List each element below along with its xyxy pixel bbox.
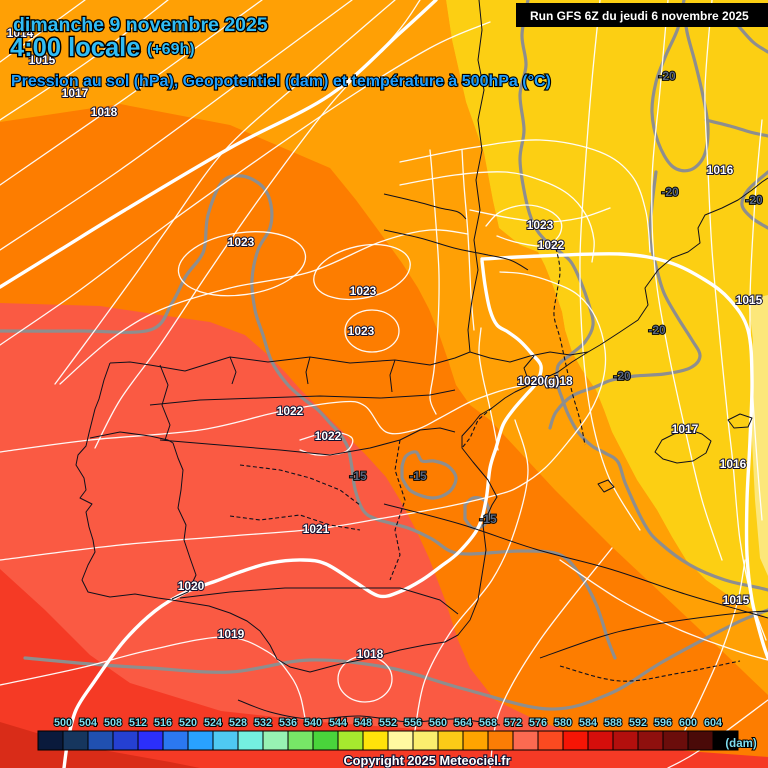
svg-text:1016: 1016 — [720, 457, 747, 471]
svg-text:532: 532 — [254, 717, 272, 729]
svg-text:-15: -15 — [479, 512, 497, 526]
svg-text:588: 588 — [604, 717, 622, 729]
svg-text:1022: 1022 — [277, 404, 304, 418]
svg-text:-20: -20 — [648, 323, 666, 337]
svg-text:-20: -20 — [613, 369, 631, 383]
svg-text:(dam): (dam) — [725, 738, 756, 750]
svg-text:-15: -15 — [409, 469, 427, 483]
svg-text:-20: -20 — [745, 193, 763, 207]
svg-text:576: 576 — [529, 717, 547, 729]
svg-text:-15: -15 — [349, 469, 367, 483]
svg-text:544: 544 — [329, 717, 347, 729]
svg-text:Pression au sol (hPa), Geopote: Pression au sol (hPa), Geopotentiel (dam… — [11, 73, 551, 90]
svg-text:1022: 1022 — [315, 429, 342, 443]
svg-text:1023: 1023 — [228, 235, 255, 249]
svg-text:1018: 1018 — [357, 647, 384, 661]
svg-text:1017: 1017 — [62, 86, 89, 100]
svg-text:1014: 1014 — [7, 26, 34, 40]
svg-text:508: 508 — [104, 717, 122, 729]
svg-text:540: 540 — [304, 717, 322, 729]
svg-text:-20: -20 — [661, 185, 679, 199]
svg-text:1020(g)18: 1020(g)18 — [517, 374, 573, 388]
svg-text:1023: 1023 — [348, 324, 375, 338]
svg-text:504: 504 — [79, 717, 97, 729]
svg-text:-20: -20 — [658, 69, 676, 83]
svg-text:dimanche 9 novembre 2025: dimanche 9 novembre 2025 — [13, 14, 268, 36]
svg-text:1015: 1015 — [29, 53, 56, 67]
svg-text:536: 536 — [279, 717, 297, 729]
svg-text:516: 516 — [154, 717, 172, 729]
svg-text:Copyright 2025 Meteociel.fr: Copyright 2025 Meteociel.fr — [343, 753, 510, 768]
svg-text:520: 520 — [179, 717, 197, 729]
svg-text:512: 512 — [129, 717, 147, 729]
svg-text:1015: 1015 — [736, 293, 763, 307]
svg-text:604: 604 — [704, 717, 722, 729]
svg-text:592: 592 — [629, 717, 647, 729]
svg-text:524: 524 — [204, 717, 222, 729]
svg-text:1020: 1020 — [178, 579, 205, 593]
svg-text:572: 572 — [504, 717, 522, 729]
svg-text:4:00 locale: 4:00 locale — [10, 34, 140, 62]
svg-text:580: 580 — [554, 717, 572, 729]
svg-text:548: 548 — [354, 717, 372, 729]
svg-text:1019: 1019 — [218, 627, 245, 641]
svg-text:584: 584 — [579, 717, 597, 729]
svg-text:560: 560 — [429, 717, 447, 729]
svg-text:1022: 1022 — [538, 238, 565, 252]
svg-text:1021: 1021 — [303, 522, 330, 536]
svg-text:1018: 1018 — [91, 105, 118, 119]
svg-text:(+69h): (+69h) — [147, 41, 195, 58]
svg-text:1023: 1023 — [350, 284, 377, 298]
svg-text:1016: 1016 — [707, 163, 734, 177]
svg-text:568: 568 — [479, 717, 497, 729]
svg-text:1017: 1017 — [672, 422, 699, 436]
svg-text:500: 500 — [54, 717, 72, 729]
svg-text:Run GFS 6Z du jeudi 6 novembre: Run GFS 6Z du jeudi 6 novembre 2025 — [530, 9, 749, 23]
svg-text:1023: 1023 — [527, 218, 554, 232]
svg-text:556: 556 — [404, 717, 422, 729]
svg-text:552: 552 — [379, 717, 397, 729]
svg-text:596: 596 — [654, 717, 672, 729]
svg-text:1015: 1015 — [723, 593, 750, 607]
svg-text:528: 528 — [229, 717, 247, 729]
svg-text:600: 600 — [679, 717, 697, 729]
svg-text:564: 564 — [454, 717, 472, 729]
